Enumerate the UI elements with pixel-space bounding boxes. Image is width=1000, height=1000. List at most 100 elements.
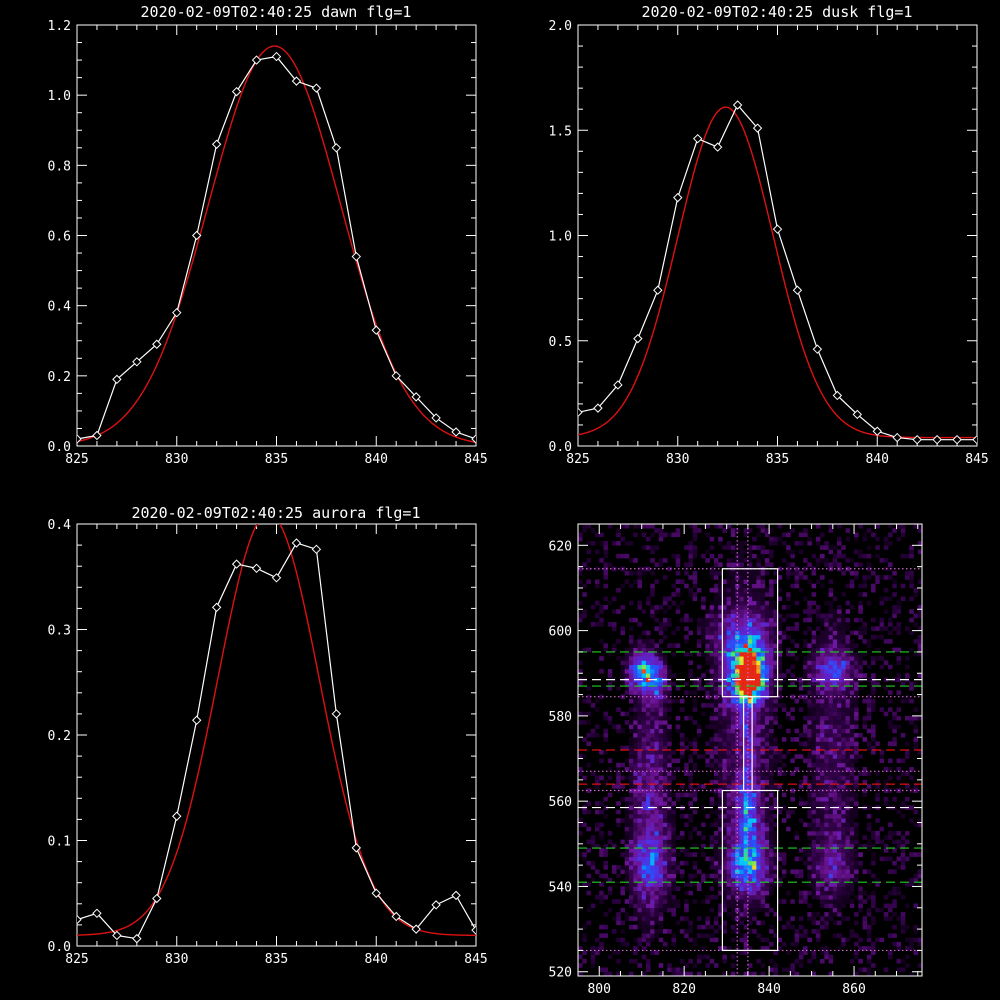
heatmap-cell bbox=[747, 779, 753, 785]
heatmap-cell bbox=[747, 916, 753, 921]
heatmap-cell bbox=[811, 677, 817, 683]
heatmap-cell bbox=[667, 899, 672, 904]
heatmap-cell bbox=[650, 592, 655, 597]
heatmap-cell bbox=[645, 737, 651, 742]
heatmap-cell bbox=[713, 767, 719, 772]
heatmap-cell bbox=[684, 903, 689, 909]
heatmap-cell bbox=[913, 924, 919, 930]
aurora-observed-point bbox=[211, 602, 222, 613]
heatmap-cell bbox=[773, 784, 778, 789]
heatmap-cell bbox=[739, 873, 744, 879]
heatmap-cell bbox=[747, 596, 753, 602]
heatmap-cell bbox=[743, 813, 749, 819]
heatmap-cell bbox=[743, 579, 749, 584]
heatmap-cell bbox=[896, 690, 902, 695]
heatmap-cell bbox=[841, 813, 846, 819]
heatmap-cell bbox=[658, 929, 664, 934]
heatmap-cell bbox=[743, 575, 749, 580]
heatmap-cell bbox=[650, 609, 655, 614]
heatmap-cell bbox=[854, 873, 859, 879]
heatmap-cell bbox=[688, 792, 693, 798]
heatmap-cell bbox=[586, 873, 592, 879]
heatmap-cell bbox=[815, 813, 821, 819]
heatmap-cell bbox=[667, 741, 672, 747]
heatmap-cell bbox=[854, 715, 859, 721]
heatmap-cell bbox=[684, 852, 689, 857]
heatmap-cell bbox=[794, 583, 800, 589]
heatmap-cell bbox=[760, 741, 766, 747]
aurora-chart-title: 2020-02-09T02:40:25 aurora flg=1 bbox=[132, 504, 421, 522]
heatmap-cell bbox=[841, 894, 846, 900]
heatmap-cell bbox=[671, 967, 676, 973]
heatmap-cell bbox=[811, 664, 817, 670]
heatmap-cell bbox=[828, 681, 834, 687]
heatmap-cell bbox=[849, 724, 855, 729]
heatmap-cell bbox=[722, 767, 727, 772]
heatmap-cell bbox=[671, 600, 676, 606]
heatmap-cell bbox=[849, 605, 855, 610]
heatmap-cell bbox=[790, 796, 795, 802]
heatmap-cell bbox=[658, 907, 664, 913]
heatmap-cell bbox=[739, 843, 744, 849]
heatmap-cell bbox=[773, 741, 778, 747]
heatmap-cell bbox=[913, 929, 919, 934]
heatmap-cell bbox=[854, 809, 859, 815]
heatmap-cell bbox=[726, 890, 732, 896]
heatmap-cell bbox=[849, 767, 855, 772]
heatmap-cell bbox=[811, 566, 817, 572]
heatmap-cell bbox=[747, 852, 753, 857]
heatmap-cell bbox=[650, 532, 655, 538]
heatmap-cell bbox=[760, 882, 766, 887]
heatmap-cell bbox=[845, 634, 851, 640]
heatmap-cell bbox=[756, 732, 761, 738]
heatmap-cell bbox=[684, 626, 689, 631]
heatmap-cell bbox=[756, 664, 761, 670]
heatmap-cell bbox=[667, 792, 672, 798]
heatmap-cell bbox=[684, 617, 689, 623]
heatmap-cell bbox=[718, 835, 723, 840]
heatmap-cell bbox=[662, 707, 668, 712]
heatmap-cell bbox=[594, 613, 600, 619]
heatmap-cell bbox=[764, 839, 770, 845]
heatmap-cell bbox=[637, 843, 643, 849]
heatmap-cell bbox=[726, 801, 732, 806]
heatmap-cell bbox=[858, 656, 863, 661]
heatmap-cell bbox=[718, 924, 723, 930]
heatmap-cell bbox=[726, 835, 732, 840]
heatmap-cell bbox=[807, 869, 812, 874]
heatmap-cell bbox=[807, 750, 812, 755]
heatmap-cell bbox=[815, 860, 821, 866]
heatmap-cell bbox=[654, 656, 659, 661]
heatmap-cell bbox=[667, 767, 672, 772]
heatmap-cell bbox=[645, 848, 651, 853]
heatmap-cell bbox=[616, 707, 621, 712]
heatmap-cell bbox=[650, 907, 655, 913]
heatmap-cell bbox=[641, 779, 647, 785]
heatmap-cell bbox=[841, 724, 846, 729]
heatmap-cell bbox=[828, 630, 834, 636]
heatmap-cell bbox=[692, 873, 698, 879]
heatmap-cell bbox=[905, 954, 910, 960]
heatmap-cell bbox=[722, 954, 727, 960]
heatmap-cell bbox=[773, 686, 778, 691]
heatmap-cell bbox=[735, 801, 740, 806]
heatmap-cell bbox=[662, 656, 668, 661]
heatmap-cell bbox=[841, 741, 846, 747]
heatmap-cell bbox=[671, 750, 676, 755]
heatmap-cell bbox=[722, 600, 727, 606]
heatmap-cell bbox=[752, 587, 757, 593]
heatmap-cell bbox=[854, 745, 859, 751]
heatmap-cell bbox=[713, 630, 719, 636]
heatmap-cell bbox=[756, 958, 761, 964]
heatmap-cell bbox=[866, 843, 872, 849]
heatmap-cell bbox=[654, 929, 659, 934]
heatmap-cell bbox=[781, 924, 787, 930]
heatmap-cell bbox=[735, 720, 740, 725]
heatmap-cell bbox=[828, 690, 834, 695]
heatmap-cell bbox=[820, 583, 825, 589]
heatmap-cell bbox=[786, 813, 791, 819]
heatmap-cell bbox=[594, 826, 600, 832]
heatmap-cell bbox=[735, 865, 740, 870]
heatmap-cell bbox=[650, 848, 655, 853]
heatmap-cell bbox=[841, 835, 846, 840]
